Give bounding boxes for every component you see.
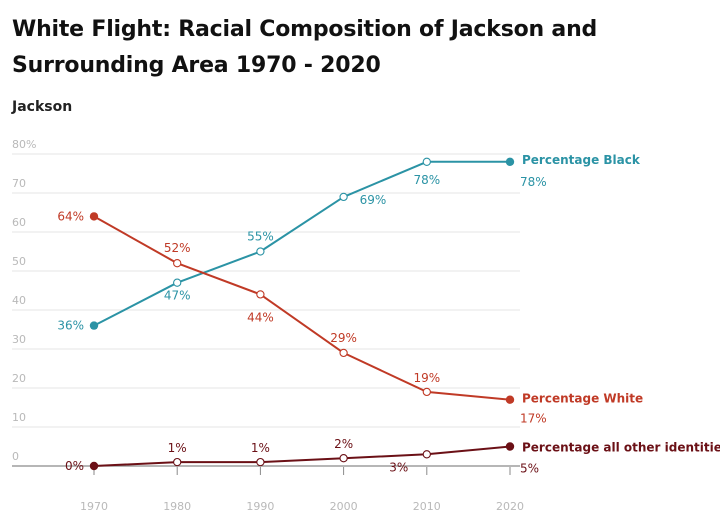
- y-tick-label: 0: [12, 450, 19, 463]
- x-tick-label: 1980: [163, 500, 191, 513]
- y-tick-label: 10: [12, 411, 26, 424]
- data-point: [173, 457, 182, 467]
- series-layer: [89, 157, 515, 471]
- data-point: [339, 454, 348, 463]
- data-label: 19%: [413, 371, 440, 385]
- data-point: [505, 157, 515, 166]
- series-line: [93, 215, 511, 401]
- data-labels: 36% 47% 55% 69% 78% 78% Percentage Black 64% 52%…: [57, 153, 720, 476]
- y-tick-label: 30: [12, 333, 26, 346]
- data-point: [505, 395, 515, 404]
- series-name-label: Percentage Black: [522, 153, 641, 167]
- data-label: 0%: [65, 459, 84, 473]
- data-point: [173, 278, 182, 287]
- data-label: 78%: [413, 173, 440, 187]
- series-percentage-white: [89, 212, 515, 404]
- data-point: [422, 387, 431, 397]
- data-point: [505, 442, 515, 451]
- data-label: 78%: [520, 175, 547, 189]
- y-tick-label: 40: [12, 294, 26, 307]
- data-point: [256, 457, 265, 467]
- data-label: 64%: [57, 209, 84, 223]
- data-point: [339, 348, 348, 358]
- y-tick-label: 60: [12, 216, 26, 229]
- data-label: 44%: [247, 310, 274, 324]
- y-tick-label: 80%: [12, 138, 36, 151]
- data-point: [173, 259, 182, 268]
- data-point: [89, 212, 99, 221]
- y-tick-label: 20: [12, 372, 26, 385]
- series-name-label: Percentage all other identities: [522, 441, 720, 455]
- data-label: 52%: [164, 241, 191, 255]
- data-label: 36%: [57, 319, 84, 333]
- x-tick-label: 2020: [496, 500, 524, 513]
- chart-title: White Flight: Racial Composition of Jack…: [12, 17, 598, 78]
- data-point: [422, 450, 431, 459]
- series-line: [93, 160, 510, 327]
- chart-subtitle: Jackson: [12, 99, 73, 115]
- data-label: 69%: [360, 193, 387, 207]
- series-percentage-black: [89, 157, 515, 330]
- grid-lines: [12, 153, 520, 467]
- data-label: 47%: [164, 289, 191, 303]
- data-point: [89, 321, 99, 330]
- x-tick-label: 2000: [330, 500, 358, 513]
- data-label: 1%: [168, 441, 187, 455]
- data-label: 5%: [520, 462, 539, 476]
- data-label: 29%: [330, 331, 357, 345]
- data-point: [256, 290, 265, 299]
- x-tick-label: 2010: [413, 500, 441, 513]
- series-percentage-all-other-identities: [89, 442, 515, 471]
- series-name-label: Percentage White: [522, 392, 643, 406]
- y-tick-label: 50: [12, 255, 26, 268]
- axis-ticks: 0 10 20 30 40 50 60 70 80% 1970 1980 1990 2000 2010 20…: [12, 138, 524, 513]
- data-label: 2%: [334, 437, 353, 451]
- data-label: 3%: [389, 460, 408, 474]
- series-line: [93, 445, 511, 467]
- y-tick-label: 70: [12, 177, 26, 190]
- data-point: [422, 157, 431, 166]
- data-label: 1%: [251, 441, 270, 455]
- data-label: 55%: [247, 230, 274, 244]
- x-tick-label: 1970: [80, 500, 108, 513]
- data-point: [256, 247, 265, 256]
- x-tick-label: 1990: [246, 500, 274, 513]
- data-point: [89, 461, 99, 471]
- data-point: [339, 192, 348, 202]
- data-label: 17%: [520, 412, 547, 426]
